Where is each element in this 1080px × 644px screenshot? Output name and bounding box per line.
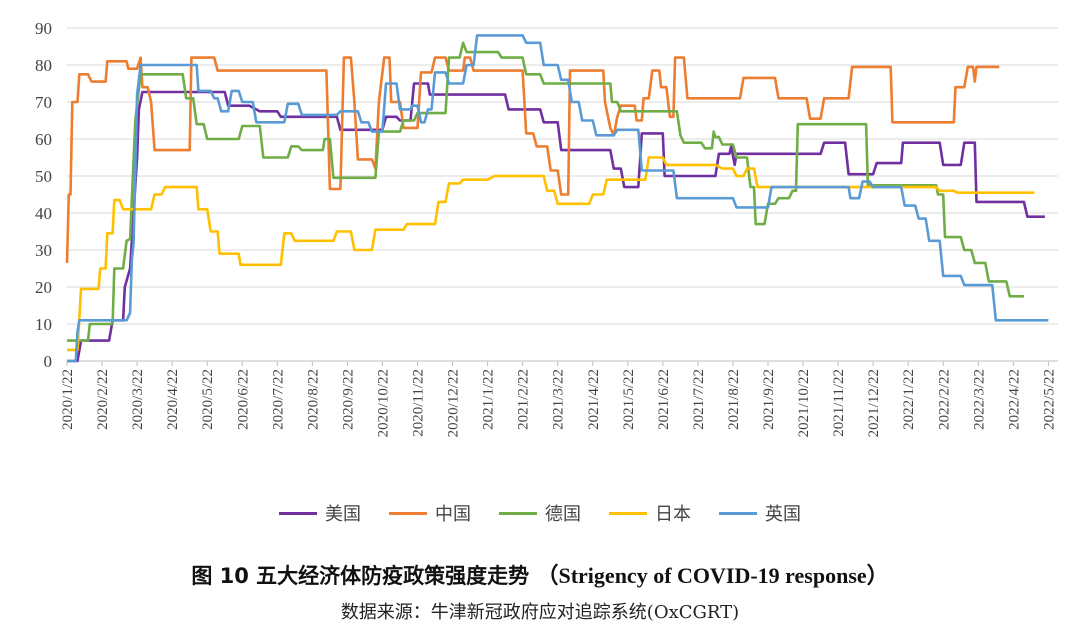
- series-lines: [65, 34, 1049, 363]
- x-tick-label: 2021/12/22: [866, 369, 882, 437]
- series-line-3: [67, 156, 1035, 352]
- y-tick-label: 60: [35, 130, 52, 149]
- x-tick-label: 2021/6/22: [656, 369, 672, 430]
- x-tick-label: 2020/8/22: [305, 369, 321, 430]
- y-tick-label: 40: [35, 204, 52, 223]
- chart-source: 数据来源：牛津新冠政府应对追踪系统(OxCGRT): [340, 602, 740, 623]
- x-tick-label: 2021/9/22: [761, 369, 777, 430]
- x-tick-label: 2021/11/22: [831, 369, 847, 437]
- legend-item: 德国: [499, 500, 581, 526]
- x-tick-label: 2020/1/22: [60, 369, 76, 430]
- x-axis-ticks: 2020/1/22 2020/2/22 2020/3/22 2020/4/22 2020…: [60, 361, 1057, 437]
- x-tick-label: 2020/2/22: [95, 369, 111, 430]
- y-tick-label: 70: [35, 93, 52, 112]
- x-tick-label: 2022/2/22: [936, 369, 952, 430]
- x-tick-label: 2020/4/22: [165, 369, 181, 430]
- legend-item: 美国: [279, 500, 361, 526]
- x-tick-label: 2020/6/22: [235, 369, 251, 430]
- legend-label: 中国: [435, 504, 471, 525]
- legend-item: 中国: [389, 500, 471, 526]
- legend: 美国 中国 德国 日本 英国: [0, 500, 1080, 526]
- x-tick-label: 2021/10/22: [796, 369, 812, 437]
- y-tick-label: 10: [35, 315, 52, 334]
- y-tick-label: 80: [35, 56, 52, 75]
- series-line-1: [65, 56, 1000, 263]
- x-tick-label: 2020/10/22: [375, 369, 391, 437]
- legend-swatch: [389, 511, 427, 515]
- x-tick-label: 2021/4/22: [586, 369, 602, 430]
- y-tick-label: 30: [35, 241, 52, 260]
- x-tick-label: 2021/5/22: [621, 369, 637, 430]
- chart-title-zh: 图 10 五大经济体防疫政策强度走势: [191, 564, 530, 588]
- legend-label: 德国: [545, 504, 581, 525]
- legend-label: 英国: [765, 504, 801, 525]
- series-line-2: [67, 41, 1024, 342]
- x-tick-label: 2021/1/22: [481, 369, 497, 430]
- x-tick-label: 2020/7/22: [270, 369, 286, 430]
- x-tick-label: 2021/3/22: [551, 369, 567, 430]
- x-tick-label: 2020/9/22: [340, 369, 356, 430]
- x-tick-label: 2022/5/22: [1041, 369, 1057, 430]
- x-tick-label: 2021/2/22: [516, 369, 532, 430]
- x-tick-label: 2022/4/22: [1006, 369, 1022, 430]
- chart-title: 图 10 五大经济体防疫政策强度走势 （Strigency of COVID-1…: [0, 558, 1080, 590]
- x-tick-label: 2022/1/22: [901, 369, 917, 430]
- y-tick-label: 90: [35, 19, 52, 38]
- chart-title-en: （Strigency of COVID-19 response）: [536, 563, 889, 588]
- y-tick-label: 0: [44, 352, 53, 371]
- series-line-0: [67, 82, 1045, 363]
- legend-swatch: [609, 511, 647, 515]
- series-line-4: [67, 34, 1049, 363]
- x-tick-label: 2020/3/22: [130, 369, 146, 430]
- y-tick-label: 50: [35, 167, 52, 186]
- x-tick-label: 2021/7/22: [691, 369, 707, 430]
- legend-swatch: [279, 511, 317, 515]
- x-tick-label: 2020/12/22: [446, 369, 462, 437]
- legend-label: 日本: [655, 504, 691, 525]
- y-tick-label: 20: [35, 278, 52, 297]
- x-tick-label: 2020/11/22: [411, 369, 427, 437]
- x-tick-label: 2021/8/22: [726, 369, 742, 430]
- legend-swatch: [499, 511, 537, 515]
- legend-item: 日本: [609, 500, 691, 526]
- legend-label: 美国: [325, 504, 361, 525]
- x-tick-label: 2020/5/22: [200, 369, 216, 430]
- legend-item: 英国: [719, 500, 801, 526]
- y-axis-ticks: 0 10 20 30 40 50 60 70 80 90: [35, 19, 52, 371]
- x-tick-label: 2022/3/22: [971, 369, 987, 430]
- legend-swatch: [719, 511, 757, 515]
